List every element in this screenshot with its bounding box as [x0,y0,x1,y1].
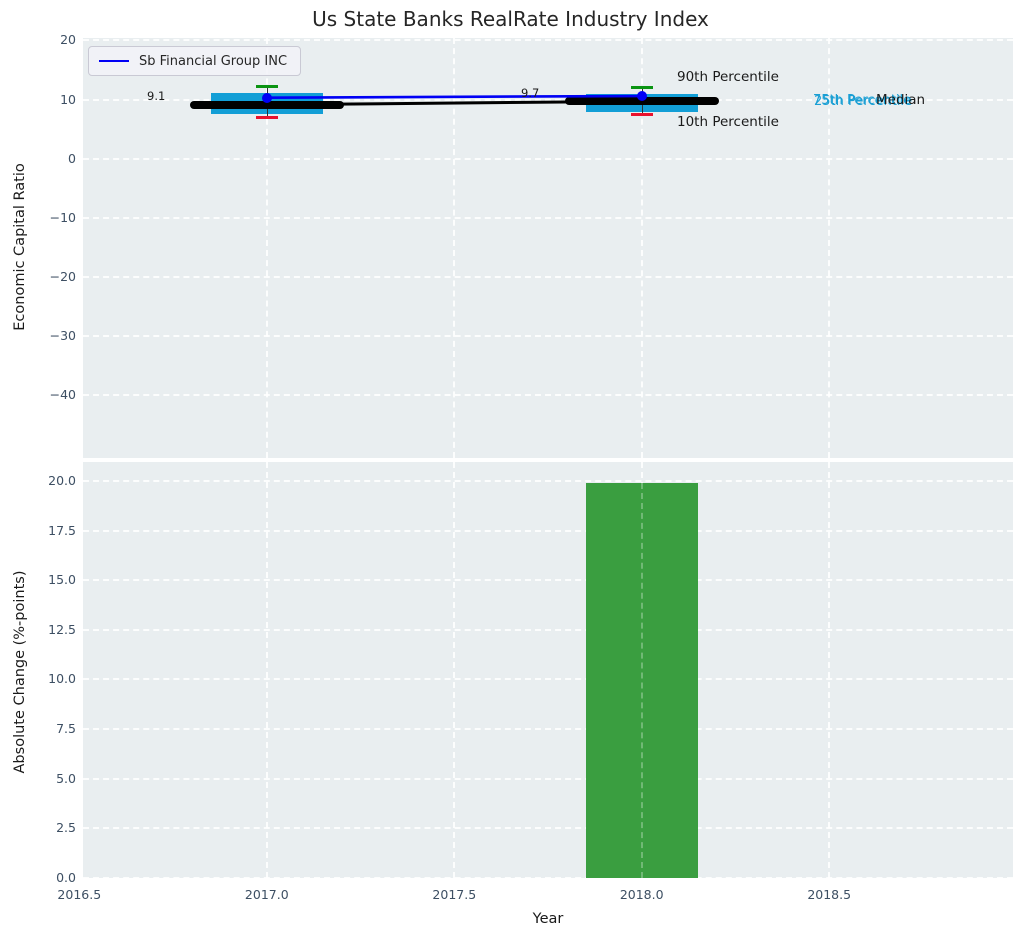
bar-rect [585,482,698,878]
median-value-label-2018: 9.7 [521,86,540,100]
legend: Sb Financial Group INC [88,46,302,76]
gridline-h [83,678,1013,681]
gridline-h [83,479,1013,482]
annotation-90th-percentile: 90th Percentile [677,69,779,85]
y-tick-label: 0 [68,150,76,166]
y-tick-label: 17.5 [48,522,76,538]
y-tick-label: 7.5 [56,721,76,737]
y-tick-label: −40 [49,387,76,403]
gridline-v [640,38,643,458]
x-axis-label: Year [532,911,564,927]
whisker-cap-bottom [630,113,653,117]
bottom-axes [83,462,1013,878]
gridline-h [83,827,1013,830]
y-tick-label: −10 [49,209,76,225]
gridline-v [265,462,268,878]
gridline-h [83,216,1013,219]
annotation-median: Median [876,92,926,108]
x-tick-label: 2017.5 [432,887,477,902]
y-tick-label: −20 [49,269,76,284]
gridline-h [83,39,1013,42]
whisker-cap-bottom [255,116,278,120]
y-tick-label: 0.0 [56,870,76,885]
median-bar [564,97,719,106]
data-point-dot [636,91,647,101]
gridline-v [265,38,268,458]
gridline-h [83,335,1013,338]
gridline-h [83,276,1013,278]
x-tick-label: 2018.5 [807,887,852,902]
y-tick-label: 15.0 [48,572,76,588]
annotation-75th-percentile: 75th Percentile [813,93,912,108]
y-tick-label: 5.0 [56,770,76,786]
gridline-v [453,38,456,458]
y-tick-label: 2.5 [56,820,76,836]
gridline-h [83,98,1013,101]
x-tick-label: 2016.5 [57,887,102,902]
median-value-label-2017: 9.1 [147,89,166,103]
annotation-25th-percentile: 25th Percentile [814,94,913,109]
top-axes [83,38,1013,458]
whisker-cap-top [255,85,278,88]
gridline-overlay [640,482,643,878]
y-tick-label: 10.0 [48,671,76,687]
legend-label: Sb Financial Group INC [139,53,288,69]
company-series-line [265,94,644,100]
gridline-h [83,579,1013,582]
annotation-10th-percentile: 10th Percentile [677,114,779,130]
chart-title: Us State Banks RealRate Industry Index [312,7,709,31]
legend-line-sample-icon [99,60,129,62]
gridline-h [83,394,1013,397]
x-tick-label: 2017.0 [244,887,289,902]
data-point-dot [261,92,272,103]
gridline-v [828,462,831,878]
y-tick-label: −30 [49,328,76,344]
y-tick-label: 10 [60,91,76,107]
x-tick-label: 2018.0 [619,887,664,902]
median-bar [189,100,344,109]
y-tick-label: 12.5 [48,621,76,637]
gridline-h [83,529,1013,532]
gridline-h [83,728,1013,731]
gridline-h [83,877,1013,878]
gridline-h [83,777,1013,780]
top-y-axis-label: Economic Capital Ratio [12,163,28,331]
y-tick-label: 20 [60,32,76,48]
whisker-cap-top [630,85,653,89]
y-tick-label: 20.0 [48,472,76,488]
gridline-h [83,157,1013,160]
gridline-h [83,628,1013,631]
gridline-v [828,38,831,458]
gridline-v [453,462,456,878]
